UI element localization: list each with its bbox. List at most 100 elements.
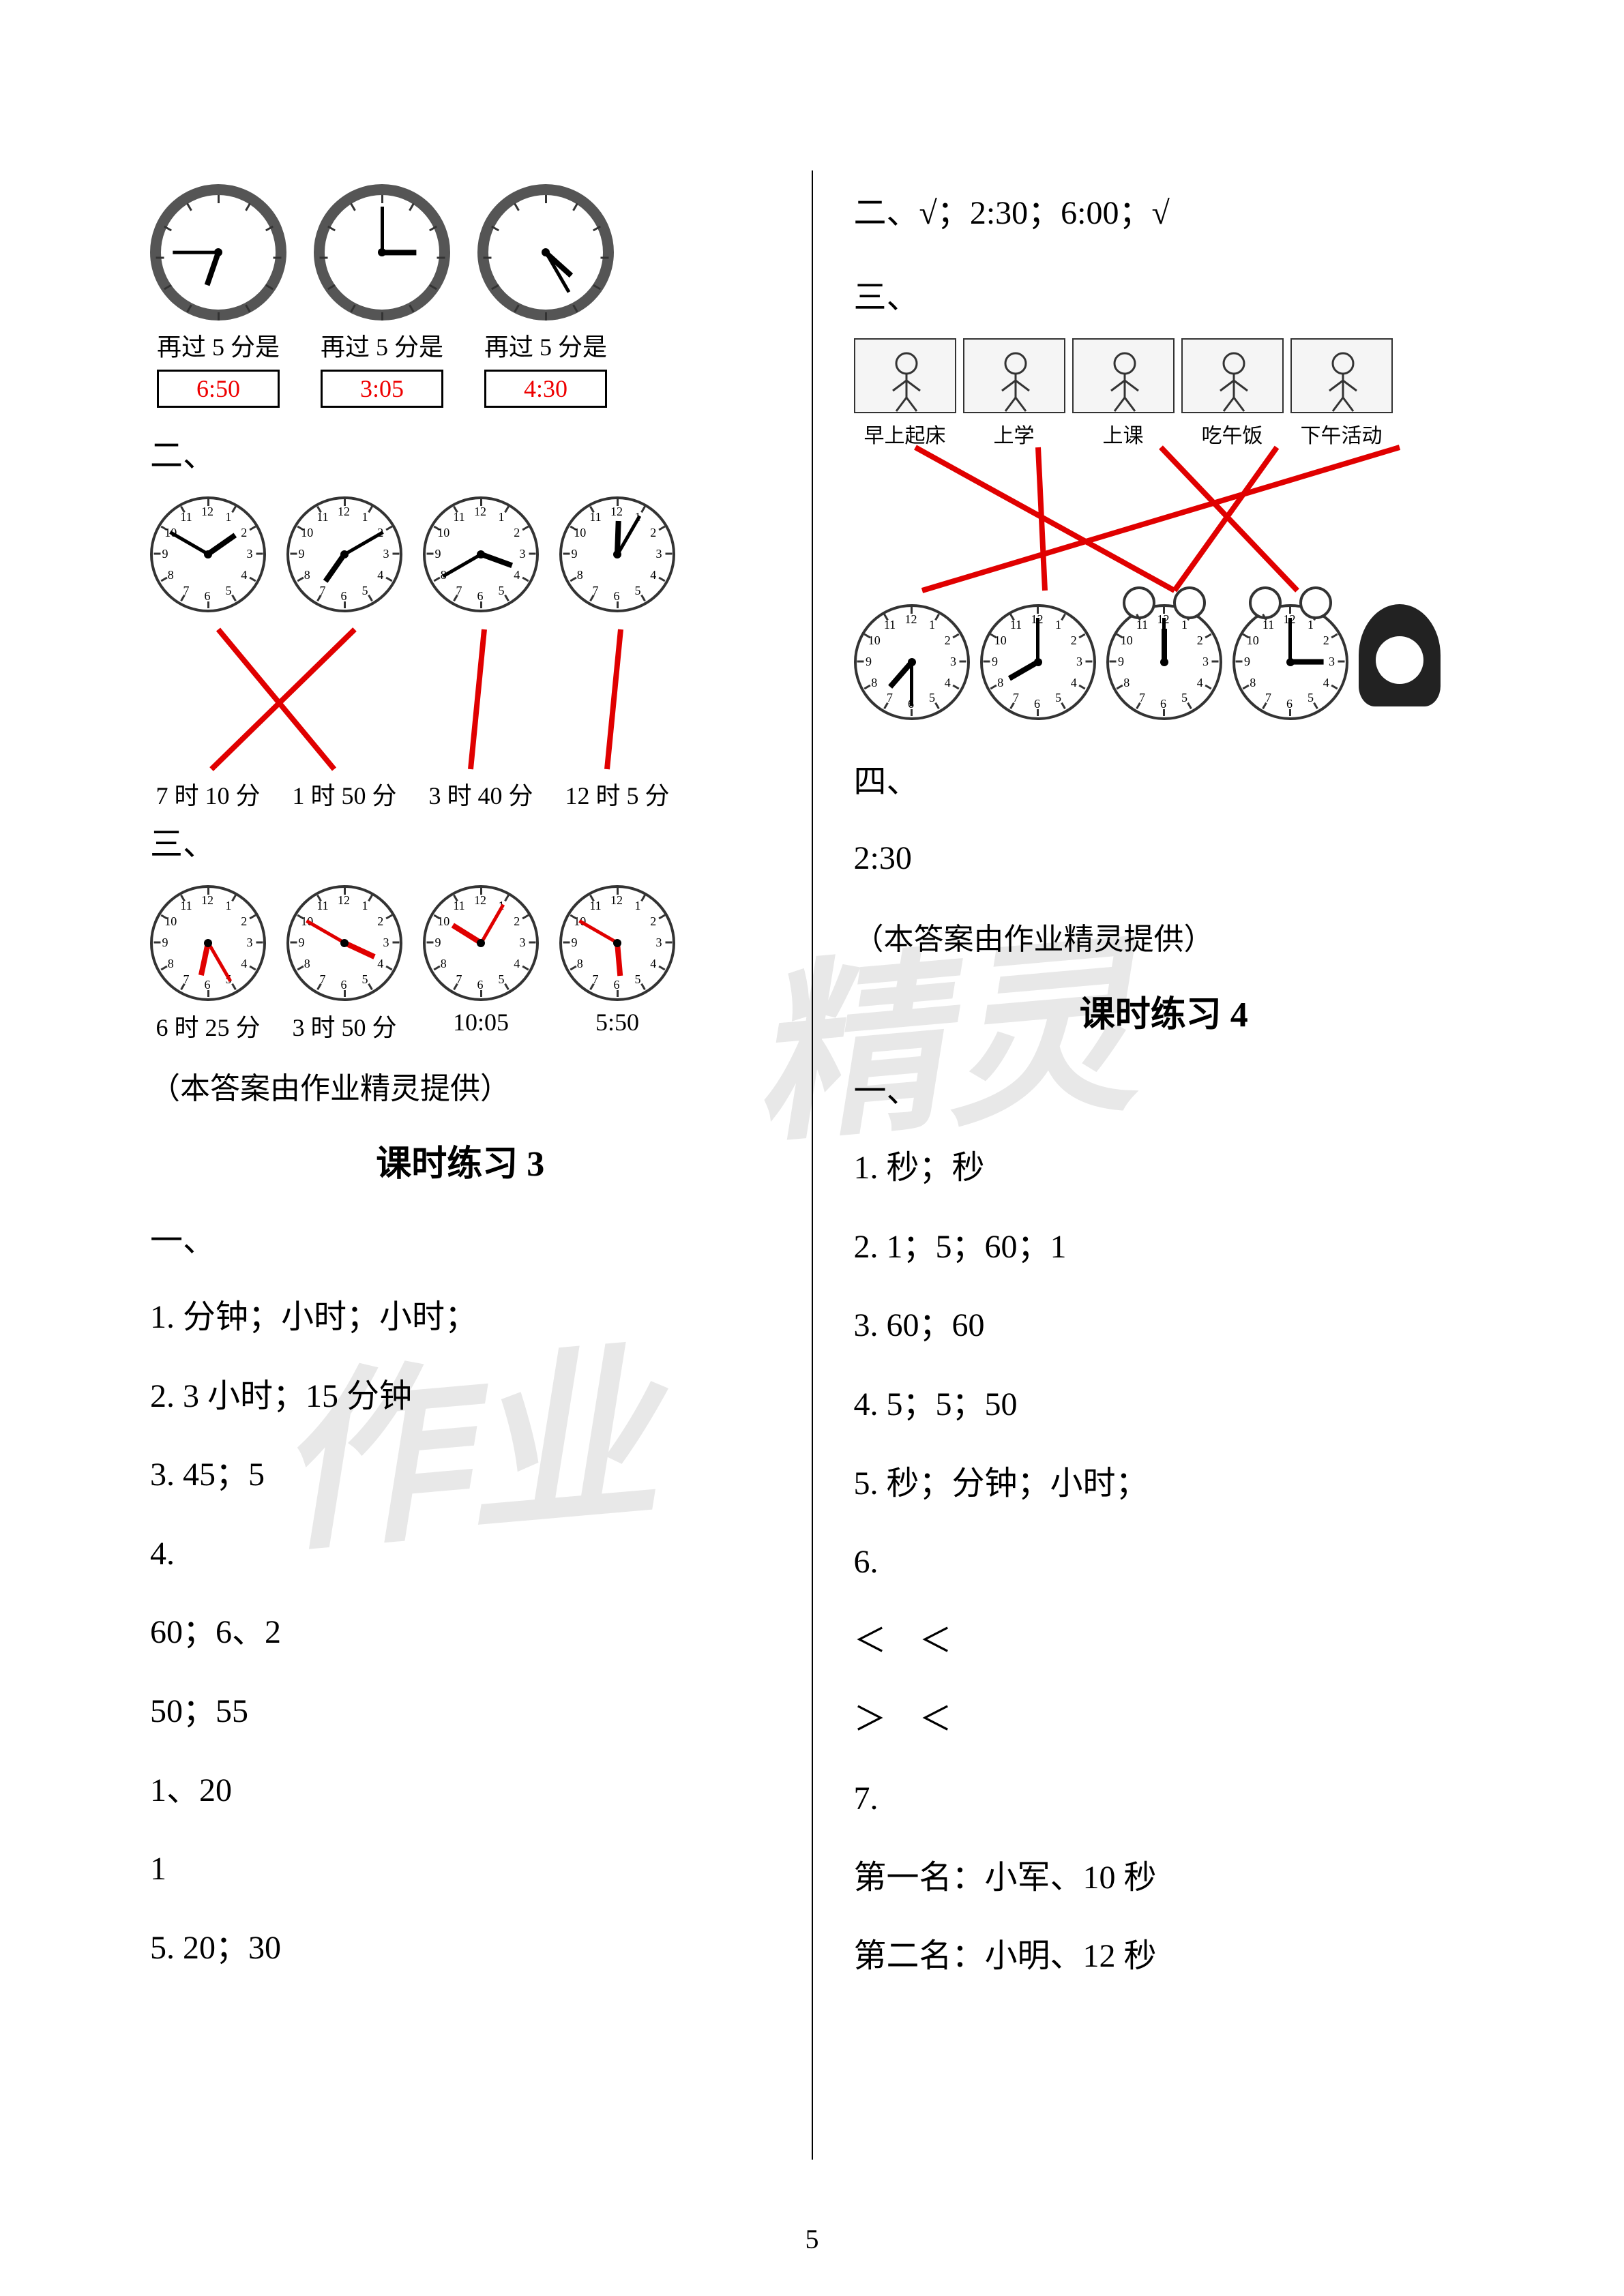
clock-item: 123456789101112 3 时 50 分 — [286, 885, 402, 1043]
clock-item: 123456789101112 — [150, 496, 266, 612]
activity-image — [1290, 338, 1393, 413]
activity-item: 下午活动 — [1290, 338, 1393, 449]
activity-item: 吃午饭 — [1181, 338, 1284, 449]
right-column: 二、√；2:30；6:00；√ 三、 早上起床上学上课 吃午饭 下午活动 12345… — [813, 170, 1502, 2160]
activity-image — [1072, 338, 1175, 413]
clock-item: 123456789101112 5:50 — [559, 885, 675, 1037]
clock-item: 123456789101112 — [980, 604, 1096, 720]
section2-labels-row: 7 时 10 分 1 时 50 分 3 时 40 分 12 时 5 分 — [150, 776, 675, 811]
clock-item: 再过 5 分是6:50 — [150, 184, 286, 408]
answer-line: 第二名：小明、12 秒 — [854, 1920, 1475, 1993]
answer-line: 50；55 — [150, 1675, 771, 1748]
answer-line: 2. 3 小时；15 分钟 — [150, 1360, 771, 1433]
activity-item: 上学 — [963, 338, 1065, 449]
activity-label: 上课 — [1103, 419, 1144, 449]
activity-image — [1181, 338, 1284, 413]
clock-item: 123456789101112 10:05 — [423, 885, 539, 1037]
answer-line: ＞ ＜ — [854, 1684, 1475, 1756]
answer-line: 1. 分钟；小时；小时； — [150, 1281, 771, 1354]
time-label: 5:50 — [595, 1008, 639, 1037]
answer-line: 1. 秒；秒 — [854, 1132, 1475, 1204]
section4-answer: 2:30 — [854, 822, 1475, 895]
activities-match: 早上起床上学上课吃午饭下午活动 123456789101112123456789… — [854, 338, 1475, 734]
clock-label: 再过 5 分是 — [484, 327, 607, 363]
answer-line: 3. 45；5 — [150, 1439, 771, 1511]
section-yi-left: 一、 — [150, 1213, 771, 1261]
section2-match: 1234567891011121234567891011121234567891… — [150, 496, 771, 796]
page-number: 5 — [806, 2223, 819, 2255]
answer-line: 60；6、2 — [150, 1596, 771, 1669]
clock-face: 123456789101112 — [150, 885, 266, 1001]
right-section3-heading: 三、 — [854, 270, 1475, 318]
activity-label: 早上起床 — [864, 419, 946, 449]
answer-line: 5. 20；30 — [150, 1912, 771, 1984]
clock-item: 123456789101112 — [1106, 604, 1222, 720]
answer-line: 第一名：小军、10 秒 — [854, 1842, 1475, 1914]
section-2-heading: 二、 — [150, 428, 771, 476]
lesson-heading-4: 课时练习 4 — [854, 985, 1475, 1037]
answers-4: 1. 秒；秒2. 1；5；60；13. 60；604. 5；5；505. 秒；分… — [854, 1132, 1475, 1993]
clock-face: 123456789101112 — [854, 604, 970, 720]
clock-item: 123456789101112 — [286, 496, 402, 612]
clock-face: 123456789101112 — [150, 496, 266, 612]
answers-3: 1. 分钟；小时；小时；2. 3 小时；15 分钟3. 45；54.60；6、2… — [150, 1281, 771, 1984]
clock-face — [314, 184, 450, 320]
activities-row: 早上起床上学上课 吃午饭 下午活动 — [854, 338, 1475, 449]
clock-face: 123456789101112 — [559, 885, 675, 1001]
page-container: 再过 5 分是6:50再过 5 分是3:05再过 5 分是4:30 二、 123… — [123, 170, 1501, 2160]
answer-line: 6. — [854, 1526, 1475, 1598]
clock-face: 123456789101112 — [559, 496, 675, 612]
time-label: 6 时 25 分 — [156, 1008, 260, 1043]
time-label: 1 时 50 分 — [286, 776, 402, 811]
answer-line: 4. — [150, 1518, 771, 1590]
monkey-clock-icon — [1359, 604, 1441, 706]
right-section2: 二、√；2:30；6:00；√ — [854, 177, 1475, 250]
clock-face: 123456789101112 — [1106, 604, 1222, 720]
clock-label: 再过 5 分是 — [321, 327, 443, 363]
clock-item: 123456789101112 — [1232, 604, 1348, 720]
footnote-1: （本答案由作业精灵提供） — [150, 1064, 771, 1107]
footnote-2: （本答案由作业精灵提供） — [854, 914, 1475, 958]
answer-line: 4. 5；5；50 — [854, 1369, 1475, 1441]
clocks-top-row: 再过 5 分是6:50再过 5 分是3:05再过 5 分是4:30 — [150, 184, 771, 408]
answer-box: 6:50 — [157, 370, 280, 408]
activity-item: 上课 — [1072, 338, 1175, 449]
clock-item: 再过 5 分是3:05 — [314, 184, 450, 408]
clock-item: 123456789101112 — [854, 604, 970, 720]
activity-item: 早上起床 — [854, 338, 956, 449]
time-label: 12 时 5 分 — [559, 776, 675, 811]
section2-clocks-row: 1234567891011121234567891011121234567891… — [150, 496, 771, 612]
answer-line: 3. 60；60 — [854, 1289, 1475, 1362]
lesson-heading-3: 课时练习 3 — [150, 1135, 771, 1186]
answer-line: 1 — [150, 1833, 771, 1905]
clock-face — [150, 184, 286, 320]
answer-line: 2. 1；5；60；1 — [854, 1211, 1475, 1283]
answer-line: 5. 秒；分钟；小时； — [854, 1448, 1475, 1520]
clock-face: 123456789101112 — [286, 885, 402, 1001]
section3-clocks-row: 123456789101112 6 时 25 分 123456789101112 3 … — [150, 885, 771, 1043]
activity-label: 下午活动 — [1301, 419, 1383, 449]
section-3-heading: 三、 — [150, 817, 771, 865]
clock-face: 123456789101112 — [423, 496, 539, 612]
time-label: 3 时 40 分 — [423, 776, 539, 811]
section-yi-right: 一、 — [854, 1064, 1475, 1112]
clock-item — [1359, 604, 1441, 706]
clock-face: 123456789101112 — [423, 885, 539, 1001]
clock-face: 123456789101112 — [286, 496, 402, 612]
time-label: 3 时 50 分 — [292, 1008, 396, 1043]
left-column: 再过 5 分是6:50再过 5 分是3:05再过 5 分是4:30 二、 123… — [123, 170, 812, 2160]
clock-item: 123456789101112 6 时 25 分 — [150, 885, 266, 1043]
time-label: 7 时 10 分 — [150, 776, 266, 811]
clock-face: 123456789101112 — [1232, 604, 1348, 720]
answer-line: 7. — [854, 1763, 1475, 1835]
activity-image — [963, 338, 1065, 413]
clock-item: 123456789101112 — [423, 496, 539, 612]
answer-line: 1、20 — [150, 1755, 771, 1827]
clock-face — [477, 184, 614, 320]
clock-face: 123456789101112 — [980, 604, 1096, 720]
time-label: 10:05 — [453, 1008, 509, 1037]
activity-clocks-row: 1234567891011121234567891011121234567891… — [854, 604, 1441, 720]
activity-label: 吃午饭 — [1202, 419, 1263, 449]
activity-image — [854, 338, 956, 413]
right-section4-heading: 四、 — [854, 754, 1475, 802]
